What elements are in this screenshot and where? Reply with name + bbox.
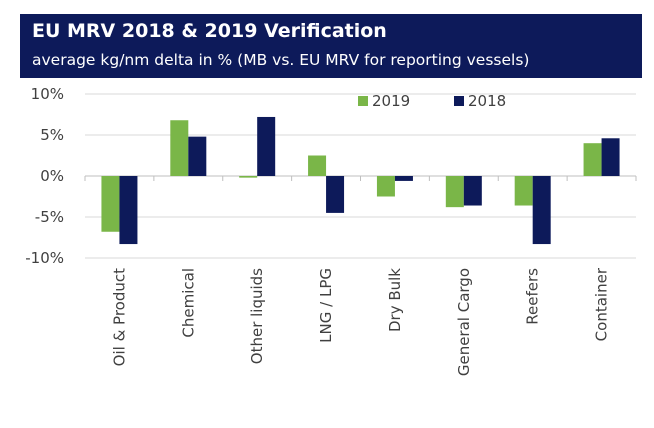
x-tick-label: Other liquids xyxy=(248,268,266,364)
axes: -10% -5% 0% 5% 10% xyxy=(25,85,637,267)
bar-2019-reefers xyxy=(514,176,533,206)
bar-2018-chemical xyxy=(188,136,207,176)
bar-2019-lng-lpg xyxy=(308,155,327,176)
y-tick-label: 5% xyxy=(40,126,64,144)
bar-2018-other-liquids xyxy=(257,116,276,176)
y-tick-label: 0% xyxy=(40,167,64,185)
x-tick-label: Reefers xyxy=(524,268,542,325)
bar-2018-general-cargo xyxy=(463,176,482,206)
bar-2018-oil-product xyxy=(119,176,138,245)
chart-title: EU MRV 2018 & 2019 Verification xyxy=(32,20,387,42)
bar-2018-lng-lpg xyxy=(326,176,345,213)
chart-subtitle: average kg/nm delta in % (MB vs. EU MRV … xyxy=(32,51,530,69)
x-tick-label: Container xyxy=(593,267,611,341)
bar-2019-container xyxy=(583,143,602,176)
x-tick-labels: Oil & Product Chemical Other liquids LNG / … xyxy=(110,267,610,376)
y-tick-label: -5% xyxy=(35,208,64,226)
bar-2018-container xyxy=(601,138,620,176)
x-tick-label: Oil & Product xyxy=(110,268,128,366)
legend: 2019 2018 xyxy=(358,92,506,110)
legend-label-2019: 2019 xyxy=(372,92,410,110)
y-tick-label: -10% xyxy=(25,249,64,267)
x-tick-label: General Cargo xyxy=(455,268,473,376)
y-tick-label: 10% xyxy=(31,85,64,103)
bars xyxy=(101,116,620,245)
x-tick-label: Dry Bulk xyxy=(386,268,404,332)
title-banner: EU MRV 2018 & 2019 Verification average … xyxy=(20,14,642,78)
bar-2019-chemical xyxy=(170,120,189,176)
bar-2019-dry-bulk xyxy=(376,176,395,197)
bar-2019-other-liquids xyxy=(239,176,258,178)
x-tick-label: LNG / LPG xyxy=(317,268,335,343)
legend-label-2018: 2018 xyxy=(468,92,506,110)
bar-2019-general-cargo xyxy=(445,176,464,208)
x-tick-label: Chemical xyxy=(179,268,197,338)
bar-2018-dry-bulk xyxy=(394,176,413,181)
legend-swatch-2018 xyxy=(454,96,464,106)
bar-2018-reefers xyxy=(532,176,551,245)
bar-2019-oil-product xyxy=(101,176,120,232)
legend-swatch-2019 xyxy=(358,96,368,106)
